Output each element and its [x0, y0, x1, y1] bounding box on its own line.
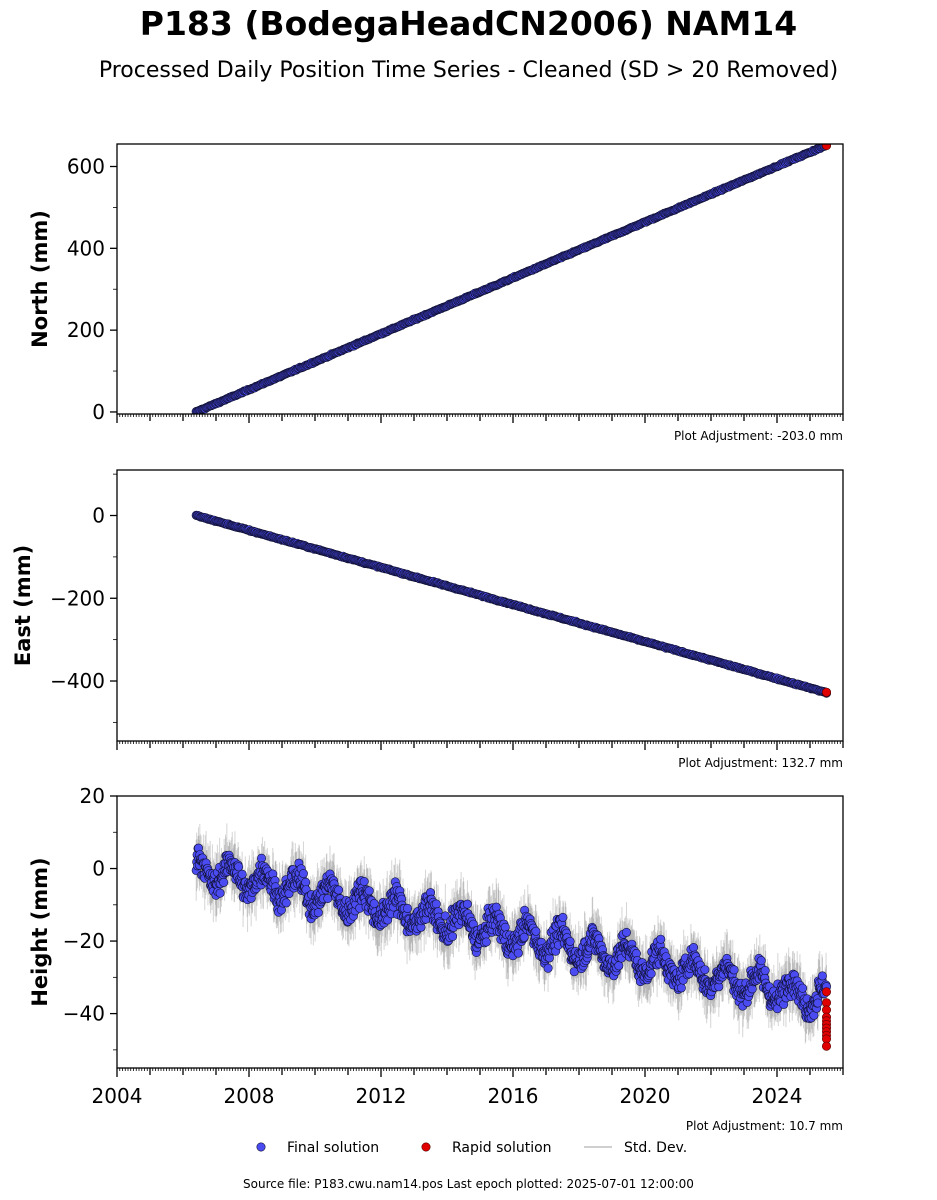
data-point	[565, 936, 575, 946]
x-axis-ticks	[116, 741, 844, 750]
data-point	[558, 912, 568, 922]
plot-adjustment-note: Plot Adjustment: 132.7 mm	[678, 756, 843, 770]
y-tick-label: 600	[67, 155, 105, 179]
final-solution-series	[191, 843, 831, 1024]
data-point	[431, 899, 441, 909]
data-point	[334, 885, 344, 895]
data-point	[440, 911, 450, 921]
plot-adjustment-note: Plot Adjustment: -203.0 mm	[674, 429, 843, 443]
data-point	[364, 886, 374, 896]
chart-subtitle: Processed Daily Position Time Series - C…	[98, 58, 839, 83]
final-solution-series	[191, 144, 831, 414]
plot-area	[191, 823, 831, 1051]
data-point	[402, 903, 412, 913]
y-axis-label: East (mm)	[11, 545, 35, 666]
y-axis: 0 200 400 600	[67, 155, 117, 424]
y-tick-label: 0	[92, 400, 105, 424]
plot-area	[191, 144, 831, 414]
rapid-point	[822, 144, 831, 151]
data-point	[462, 899, 472, 909]
y-tick-label: −400	[50, 669, 105, 693]
x-axis-ticks	[116, 414, 844, 423]
data-point	[513, 948, 523, 958]
data-point	[500, 922, 510, 932]
data-point	[219, 877, 229, 887]
data-point	[234, 862, 244, 872]
panel-1: 0 200 400 600 North (mm) Plot Adjustment: -20…	[28, 143, 844, 443]
data-point	[481, 937, 491, 947]
rapid-point	[821, 687, 831, 697]
plot-area	[191, 510, 831, 698]
y-tick-label: 400	[67, 236, 105, 260]
chart-title: P183 (BodegaHeadCN2006) NAM14	[139, 4, 798, 43]
data-point	[531, 926, 541, 936]
data-point	[237, 869, 247, 879]
data-point	[448, 931, 458, 941]
rapid-solution-series	[822, 144, 831, 151]
y-axis-label: North (mm)	[28, 210, 52, 348]
final-solution-series	[191, 510, 831, 698]
y-axis: 0 −200 −400	[50, 473, 117, 723]
y-tick-label: 0	[92, 504, 105, 528]
data-point	[298, 869, 308, 879]
data-point	[215, 888, 225, 898]
data-point	[256, 853, 266, 863]
panel-2: 0 −200 −400 East (mm) Plot Adjustment: 132.7…	[11, 469, 844, 770]
data-point	[359, 876, 369, 886]
data-point	[543, 963, 553, 973]
rapid-solution-series	[821, 687, 831, 698]
data-point	[281, 898, 291, 908]
y-tick-label: 200	[67, 318, 105, 342]
plot-frame	[116, 469, 844, 742]
data-point	[313, 908, 323, 918]
y-tick-label: −200	[50, 586, 105, 610]
